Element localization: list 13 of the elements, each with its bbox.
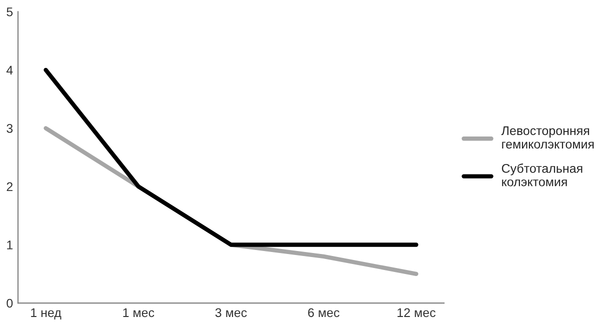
y-tick-label: 2	[6, 182, 13, 192]
x-tick-label: 6 мес	[308, 308, 340, 318]
x-tick-label: 1 мес	[123, 308, 154, 318]
y-tick-label: 0	[6, 298, 13, 308]
x-tick-label: 12 мес	[398, 308, 436, 318]
y-tick-label: 5	[6, 8, 13, 16]
x-tick-label: 1 нед	[31, 308, 62, 320]
legend-label: Левосторонняя гемиколэктомия	[501, 126, 594, 149]
y-tick-label: 4	[6, 66, 13, 74]
legend-label: Субтотальная колэктомия	[502, 164, 582, 186]
y-tick-label: 3	[6, 124, 13, 133]
y-tick-label: 1	[7, 240, 13, 250]
x-tick-label: 3 мес	[215, 308, 247, 318]
